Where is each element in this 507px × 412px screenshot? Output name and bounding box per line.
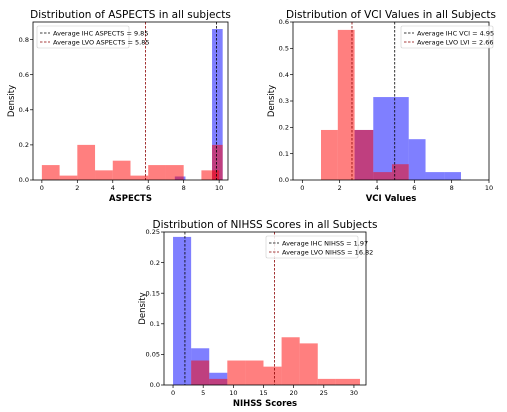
y-axis-label: Density: [7, 85, 17, 117]
y-tick-label: 0.1: [150, 320, 160, 328]
x-tick-label: 0: [171, 389, 175, 397]
x-axis-label: ASPECTS: [109, 194, 152, 204]
x-tick-label: 10: [229, 389, 237, 397]
legend-entry: Average IHC ASPECTS = 9.85: [53, 29, 148, 37]
x-tick-label: 4: [375, 184, 379, 192]
x-tick-label: 2: [338, 184, 342, 192]
legend-entry: Average LVO NIHSS = 16.82: [282, 248, 373, 256]
lvo-bar-4: [112, 160, 131, 180]
chart-title: Distribution of NIHSS Scores in all Subj…: [152, 219, 377, 231]
x-tick-label: 15: [259, 389, 267, 397]
lvo-bar-3: [245, 360, 264, 385]
y-tick-label: 0.4: [19, 106, 29, 114]
ihc-bar-4: [425, 172, 445, 180]
y-tick-label: 0.5: [279, 45, 289, 53]
ihc-bar-3: [408, 139, 426, 180]
y-tick-label: 0.4: [279, 71, 289, 79]
x-tick-label: 10: [215, 184, 223, 192]
lvo-bar-4: [263, 366, 282, 385]
lvo-bar-0: [321, 129, 338, 180]
x-tick-label: 2: [75, 184, 79, 192]
lvo-bar-1: [59, 175, 78, 180]
x-tick-label: 30: [350, 389, 358, 397]
x-tick-label: 8: [182, 184, 186, 192]
lvo-bar-1: [209, 378, 228, 385]
x-tick-label: 6: [412, 184, 416, 192]
lvo-bar-5: [281, 337, 300, 385]
y-tick-label: 0.6: [19, 71, 29, 79]
y-axis-label: Density: [138, 292, 148, 324]
y-tick-label: 0.3: [279, 97, 289, 105]
legend-box: [400, 25, 494, 49]
lvo-bar-0: [41, 165, 60, 180]
plot-frame: [32, 21, 229, 181]
x-tick-label: 10: [485, 184, 493, 192]
x-axis-label: NIHSS Scores: [233, 399, 297, 409]
x-tick-label: 25: [320, 389, 328, 397]
x-axis-label: VCI Values: [366, 194, 417, 204]
y-tick-label: 0.0: [19, 176, 29, 184]
lvo-bar-6: [148, 165, 166, 180]
lvo-bar-3: [95, 170, 113, 180]
y-tick-label: 0.1: [279, 150, 289, 158]
legend-box: [36, 25, 130, 49]
plot-frame: [163, 231, 367, 386]
y-tick-label: 0.6: [279, 18, 289, 26]
ihc-bar-0: [173, 236, 192, 385]
ihc-bar-5: [444, 172, 461, 180]
y-tick-label: 0.2: [150, 259, 160, 267]
lvo-bar-2: [227, 360, 246, 385]
y-tick-label: 0.15: [146, 289, 160, 297]
lvo-bar-0: [191, 360, 210, 385]
y-tick-label: 0.8: [19, 36, 29, 44]
x-tick-label: 5: [201, 389, 205, 397]
lvo-bar-2: [354, 129, 374, 180]
aspects-chart: Distribution of ASPECTS in all subjects 0…: [7, 9, 231, 204]
lvo-bar-5: [130, 175, 149, 180]
legend-entry: Average IHC VCI = 4.95: [417, 29, 494, 37]
y-tick-label: 0.0: [279, 176, 289, 184]
lvo-bar-3: [373, 172, 392, 180]
lvo-bar-7: [165, 165, 184, 180]
lvo-bar-8: [201, 170, 220, 180]
lvo-bar-4: [391, 164, 409, 180]
nihss-chart: Distribution of NIHSS Scores in all Subj…: [138, 219, 378, 409]
y-tick-label: 0.05: [146, 351, 160, 359]
lvo-bar-9: [212, 144, 223, 180]
legend-entry: Average LVO ASPECTS = 5.85: [53, 38, 149, 46]
legend-box: [265, 235, 359, 259]
x-tick-label: 0: [40, 184, 44, 192]
lvo-bar-8: [335, 378, 360, 385]
x-tick-label: 0: [300, 184, 304, 192]
y-tick-label: 0.25: [146, 228, 160, 236]
y-tick-label: 0.2: [19, 141, 29, 149]
lvo-bar-7: [317, 378, 336, 385]
ihc-bar-2: [391, 97, 409, 180]
x-tick-label: 4: [111, 184, 115, 192]
y-axis-label: Density: [267, 85, 277, 117]
chart-title: Distribution of VCI Values in all Subjec…: [286, 9, 496, 21]
x-tick-label: 8: [450, 184, 454, 192]
legend-entry: Average LVO LVI = 2.66: [417, 38, 494, 46]
legend-entry: Average IHC NIHSS = 1.97: [282, 239, 368, 247]
y-tick-label: 0.2: [279, 124, 289, 132]
ihc-bar-1: [373, 97, 392, 180]
ihc-bar-1: [212, 29, 223, 181]
x-tick-label: 6: [146, 184, 150, 192]
lvo-bar-1: [337, 29, 355, 181]
y-tick-label: 0.0: [150, 381, 160, 389]
chart-title: Distribution of ASPECTS in all subjects: [30, 9, 231, 21]
lvo-bar-2: [77, 144, 96, 180]
x-tick-label: 20: [290, 389, 298, 397]
lvo-bar-6: [299, 343, 318, 385]
vci-chart: Distribution of VCI Values in all Subjec…: [267, 9, 496, 204]
